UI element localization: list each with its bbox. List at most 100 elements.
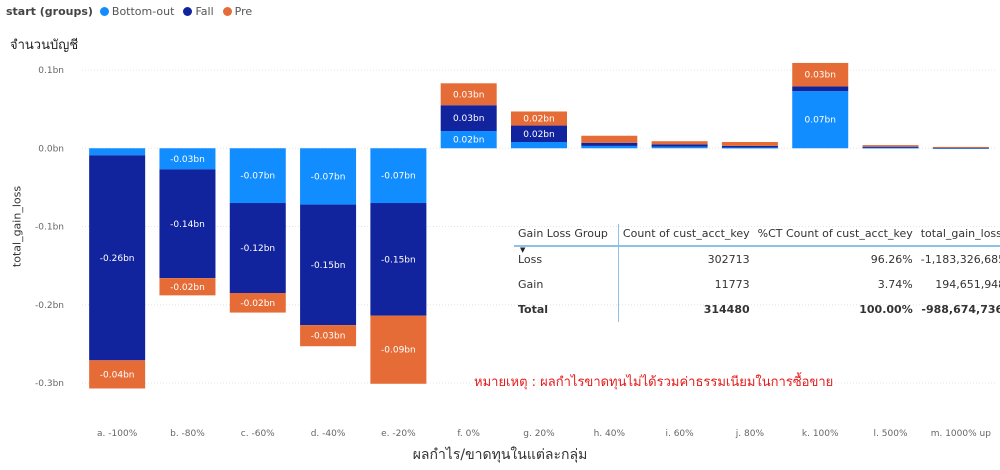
bar-segment-fall[interactable] <box>862 146 919 148</box>
bar-segment-pre[interactable] <box>862 145 919 147</box>
legend-title: start (groups) <box>6 5 93 18</box>
bar-segment-bottom-out[interactable] <box>229 148 286 204</box>
cell-total-gain-loss: -988,674,736.28 <box>921 303 1000 316</box>
data-label: -0.14bn <box>170 220 205 230</box>
bar-segment-fall[interactable] <box>440 105 497 132</box>
cell-count: 11773 <box>714 278 750 291</box>
y-tick-label: -0.1bn <box>35 223 64 233</box>
y-tick-label: 0.0bn <box>38 144 64 154</box>
legend-item-fall[interactable]: Fall <box>183 5 214 18</box>
bar-segment-bottom-out[interactable] <box>511 141 567 149</box>
data-label: -0.07bn <box>240 172 275 182</box>
bar-segment-bottom-out[interactable] <box>792 91 849 149</box>
bar-segment-bottom-out[interactable] <box>932 147 989 149</box>
data-label: -0.03bn <box>311 332 346 342</box>
bar-segment-fall[interactable] <box>581 142 638 146</box>
y-axis-title: total_gain_loss <box>10 185 24 268</box>
legend-dot <box>183 7 193 16</box>
bar-segment-pre[interactable] <box>721 141 778 146</box>
data-label: 0.02bn <box>523 130 554 140</box>
sort-desc-icon[interactable]: ▼ <box>520 246 526 254</box>
x-tick-label: k. 100% <box>802 429 839 439</box>
data-label: 0.07bn <box>804 116 835 126</box>
bar-segment-bottom-out[interactable] <box>159 148 216 170</box>
y-tick-label: -0.3bn <box>35 379 64 389</box>
legend: start (groups) Bottom-out Fall Pre <box>6 5 257 18</box>
x-tick-label: c. -60% <box>241 429 275 439</box>
table-row[interactable]: Loss 302713 96.26% -1,183,326,685.10 <box>514 246 1000 272</box>
data-label: 0.02bn <box>453 136 484 146</box>
data-label: -0.15bn <box>381 255 416 265</box>
cell-group: Loss <box>514 246 619 272</box>
bar-segment-pre[interactable] <box>932 146 989 148</box>
x-tick-label: e. -20% <box>381 429 416 439</box>
data-label: -0.15bn <box>311 261 346 271</box>
bar-segment-pre[interactable] <box>159 278 216 296</box>
bar-segment-fall[interactable] <box>89 155 146 361</box>
col-header-pct[interactable]: %CT Count of cust_acct_key <box>753 224 917 247</box>
bar-segment-bottom-out[interactable] <box>89 148 146 156</box>
bar-segment-bottom-out[interactable] <box>581 145 638 149</box>
x-tick-label: d. -40% <box>311 429 346 439</box>
bar-segment-fall[interactable] <box>159 169 216 279</box>
data-label: 0.03bn <box>453 90 484 100</box>
legend-dot <box>99 7 109 16</box>
cell-total-label: Total <box>514 297 619 322</box>
table-header-row: Gain Loss Group ▼ Count of cust_acct_key … <box>514 224 1000 254</box>
x-tick-label: m. 1000% up <box>931 429 992 439</box>
legend-dot <box>222 7 232 16</box>
data-label: 0.03bn <box>453 114 484 124</box>
bar-segment-bottom-out[interactable] <box>440 131 497 149</box>
x-tick-label: g. 20% <box>523 429 555 439</box>
data-label: 0.02bn <box>523 115 554 125</box>
x-tick-label: i. 60% <box>665 429 694 439</box>
bar-segment-pre[interactable] <box>511 111 567 126</box>
cell-count: 302713 <box>707 253 750 266</box>
bar-segment-pre[interactable] <box>300 325 357 347</box>
bar-segment-pre[interactable] <box>229 293 286 313</box>
bar-segment-bottom-out[interactable] <box>370 148 427 204</box>
bar-segment-fall[interactable] <box>370 203 427 316</box>
bar-segment-pre[interactable] <box>651 141 708 145</box>
bar-segment-bottom-out[interactable] <box>651 146 708 149</box>
cell-total-pct: 100.00% <box>859 303 913 316</box>
bar-segment-pre[interactable] <box>581 135 638 143</box>
cell-group: Gain <box>514 272 619 297</box>
legend-item-bottom-out[interactable]: Bottom-out <box>99 5 174 18</box>
bar-segment-fall[interactable] <box>792 86 849 92</box>
cell-pct: 3.74% <box>877 278 913 291</box>
x-axis-title: ผลกำไร/ขาดทุนในแต่ละกลุ่ม <box>412 447 588 463</box>
bar-segment-fall[interactable] <box>511 125 567 142</box>
data-label: 0.03bn <box>804 71 835 81</box>
data-label: -0.09bn <box>381 346 416 356</box>
col-header-gain-loss-group[interactable]: Gain Loss Group ▼ <box>514 224 619 254</box>
col-header-total-gain-loss[interactable]: total_gain_loss <box>916 224 1000 247</box>
bar-segment-fall[interactable] <box>300 204 357 326</box>
legend-label: Fall <box>195 5 214 18</box>
table-row[interactable]: Gain 11773 3.74% 194,651,948.83 <box>514 272 1000 297</box>
cell-pct: 96.26% <box>870 253 913 266</box>
data-label: -0.26bn <box>100 254 135 264</box>
col-header-count[interactable]: Count of cust_acct_key <box>618 224 754 247</box>
legend-item-pre[interactable]: Pre <box>222 5 252 18</box>
bar-segment-fall[interactable] <box>721 145 778 148</box>
bar-segment-bottom-out[interactable] <box>721 147 778 149</box>
bar-segment-fall[interactable] <box>229 203 286 294</box>
bar-segment-pre[interactable] <box>89 360 146 389</box>
bar-segment-pre[interactable] <box>792 62 849 87</box>
data-label: -0.07bn <box>311 172 346 182</box>
data-label: -0.07bn <box>381 172 416 182</box>
bar-segment-bottom-out[interactable] <box>862 147 919 149</box>
y-tick-label: 0.1bn <box>38 66 64 76</box>
data-label: -0.12bn <box>240 244 275 254</box>
bar-segment-pre[interactable] <box>440 83 497 106</box>
bar-segment-pre[interactable] <box>370 315 427 384</box>
cell-total-count: 314480 <box>703 303 750 316</box>
table-total-row: Total 314480 100.00% -988,674,736.28 <box>514 297 1000 322</box>
x-tick-label: j. 80% <box>735 429 765 439</box>
data-label: -0.02bn <box>240 299 275 309</box>
bar-segment-bottom-out[interactable] <box>300 148 357 205</box>
data-label: -0.02bn <box>170 283 205 293</box>
bar-segment-fall[interactable] <box>651 144 708 147</box>
